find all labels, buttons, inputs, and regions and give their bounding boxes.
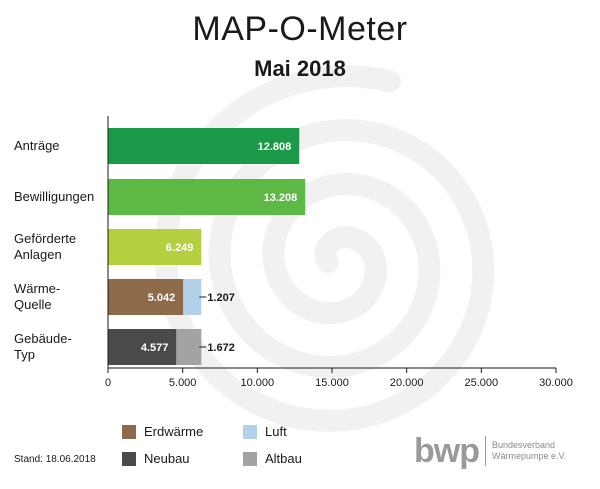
legend-label-erdwaerme: Erdwärme [144, 424, 204, 439]
logo-wordmark: bwp [414, 432, 480, 470]
bar-antr-ge [108, 128, 300, 164]
category-label: Anträge [14, 138, 60, 153]
legend-label-altbau: Altbau [265, 451, 302, 466]
bar-luft [183, 279, 202, 315]
bar-gef-rderte-anlagen [108, 229, 202, 265]
logo-org-name: Bundesverband Wärmepumpe e.V. [491, 440, 567, 461]
x-tick-label: 30.000 [539, 377, 573, 389]
bar-altbau [176, 329, 202, 365]
bar-neubau [108, 329, 177, 365]
category-label: Geförderte Anlagen [14, 231, 77, 262]
x-axis: 0 5.000 10.000 15.000 20.000 25.000 30.000 [105, 116, 573, 389]
spiral-path [154, 65, 495, 432]
x-tick-label: 5.000 [169, 377, 197, 389]
legend-swatch-erdwaerme [122, 424, 136, 439]
x-tick-label: 10.000 [241, 377, 275, 389]
stand-date: Stand: 18.06.2018 [14, 454, 96, 465]
legend-swatch-altbau [243, 451, 257, 466]
chart-subtitle: Mai 2018 [254, 56, 346, 81]
category-label: Gebäude- Typ [14, 331, 72, 362]
x-tick-label: 25.000 [465, 377, 499, 389]
data-label-bewilligungen: 13.208 [264, 192, 298, 204]
x-tick-label: 15.000 [315, 377, 349, 389]
legend-item-erdwaerme: Erdwärme [122, 424, 203, 439]
legend-label-luft: Luft [265, 424, 287, 439]
legend-label-neubau: Neubau [144, 451, 190, 466]
data-label-gef-rderte-anlagen: 6.249 [166, 242, 194, 254]
data-label-erdw-rme: 5.042 [148, 292, 176, 304]
legend-swatch-luft [243, 424, 257, 439]
x-tick-label: 0 [105, 377, 111, 389]
logo-divider [484, 436, 486, 466]
data-label-luft: 1.207 [207, 292, 235, 304]
legend-item-altbau: Altbau [243, 451, 302, 466]
legend-item-neubau: Neubau [122, 451, 190, 466]
legend-item-luft: Luft [243, 424, 287, 439]
category-label: Wärme- Quelle [14, 281, 61, 312]
bar-erdw-rme [108, 279, 184, 315]
x-tick-label: 20.000 [390, 377, 424, 389]
legend-swatch-neubau [122, 451, 136, 466]
chart-title: MAP-O-Meter [192, 10, 408, 48]
bars-layer: 12.808 13.208 6.249 5.042 1.207 4.577 1.672 [108, 128, 306, 365]
data-label-antr-ge: 12.808 [258, 141, 292, 153]
data-label-altbau: 1.672 [207, 342, 235, 354]
bwp-logo: bwp Bundesverband Wärmepumpe e.V. [414, 434, 566, 468]
category-label: Bewilligungen [14, 189, 95, 204]
spiral-watermark [154, 65, 495, 432]
data-label-neubau: 4.577 [141, 342, 169, 354]
bar-bewilligungen [108, 179, 306, 215]
